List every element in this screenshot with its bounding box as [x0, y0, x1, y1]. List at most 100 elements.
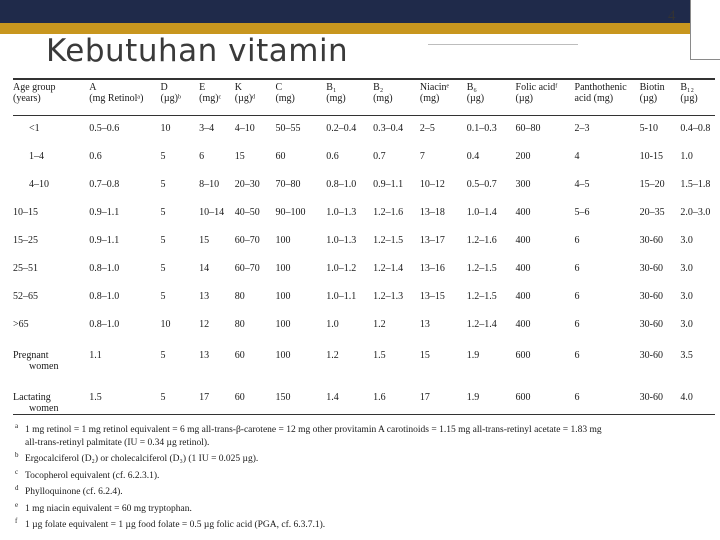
- cell-value: 1.6: [373, 392, 386, 403]
- column-header: C (mg): [275, 82, 326, 114]
- cell-value: 0.6: [326, 151, 339, 162]
- footnote-text: 1 mg retinol = 1 mg retinol equivalent =…: [25, 425, 602, 436]
- cell-value: 1.0–1.3: [326, 235, 357, 246]
- column-header-name: Age group: [13, 82, 56, 93]
- table-cell: 7: [420, 142, 467, 170]
- table-cell: 6: [575, 226, 640, 254]
- table-cell: 0.5–0.7: [467, 170, 516, 198]
- column-header-name: B₆: [466, 82, 477, 93]
- cell-value: 1.2–1.4: [466, 319, 497, 330]
- cell-value: 100: [275, 263, 291, 274]
- cell-value: 1.2: [326, 350, 339, 361]
- cell-value: 90–100: [275, 207, 306, 218]
- cell-value: 0.8–1.0: [89, 291, 120, 302]
- cell-value: 1.0: [680, 151, 693, 162]
- cell-value: 2.0–3.0: [680, 207, 711, 218]
- footnote: d Phylloquinone (cf. 6.2.4).: [15, 482, 715, 499]
- table-cell: 30-60: [640, 254, 681, 282]
- table-cell: 60–80: [516, 114, 575, 142]
- table-cell: 30-60: [640, 380, 681, 422]
- table-cell: 1.9: [467, 338, 516, 380]
- cell-value: 20–35: [639, 207, 665, 218]
- cell-value: 13–17: [419, 235, 445, 246]
- footnote-text: 1 mg niacin equivalent = 60 mg tryptopha…: [25, 503, 192, 514]
- cell-value: 13–15: [419, 291, 445, 302]
- table-cell: 1.1: [89, 338, 160, 380]
- table-cell: 1.0: [326, 310, 373, 338]
- cell-value: 10: [160, 123, 171, 134]
- table-cell: 13: [420, 310, 467, 338]
- table-cell: 5: [161, 282, 200, 310]
- table-cell: 0.9–1.1: [89, 226, 160, 254]
- cell-value: >65: [13, 319, 29, 330]
- table-cell: 1.2–1.4: [373, 254, 420, 282]
- table-row: >65 0.8–1.0 10 12 80 100 1.0 1.2 13 1.2–1.4 400 6 30…: [13, 310, 715, 338]
- age-group-cell: 52–65: [13, 282, 89, 310]
- cell-value: 0.5–0.7: [466, 179, 497, 190]
- cell-value: 8–10: [199, 179, 220, 190]
- table-row: 25–51 0.8–1.0 5 14 60–70 100 1.0–1.2 1.2–1.4 13–…: [13, 254, 715, 282]
- cell-value: 1.2–1.6: [373, 207, 404, 218]
- column-header-unit: (mg Retinolᵃ): [89, 93, 144, 104]
- table-cell: 1.0–1.3: [326, 226, 373, 254]
- cell-value: 1.2: [373, 319, 386, 330]
- cell-value: 2–3: [574, 123, 590, 134]
- cell-value: 1.1: [89, 350, 102, 361]
- cell-value: 0.1–0.3: [466, 123, 497, 134]
- table-cell: 4–10: [235, 114, 276, 142]
- cell-value: 80: [234, 291, 245, 302]
- cell-value: 17: [419, 392, 430, 403]
- column-header: Niacinᵉ (mg): [420, 82, 467, 114]
- column-header-name: C: [275, 82, 283, 93]
- column-header-name: A: [89, 82, 97, 93]
- table-cell: 0.2–0.4: [326, 114, 373, 142]
- cell-value: 5: [160, 235, 166, 246]
- table-cell: 0.5–0.6: [89, 114, 160, 142]
- table-header: Age group (years) A (mg Retinolᵃ) D (µg)ᵇ E (mg…: [13, 82, 715, 114]
- cell-value: 300: [515, 179, 531, 190]
- table-cell: 1.2–1.6: [373, 198, 420, 226]
- cell-value: 6: [574, 392, 580, 403]
- table-cell: 10–14: [199, 198, 235, 226]
- header-navy-bar: [0, 0, 720, 23]
- age-group-cell: 4–10: [13, 170, 89, 198]
- table-cell: 4.0: [680, 380, 715, 422]
- cell-value: 5-10: [639, 123, 658, 134]
- cell-value: 1.0–1.4: [466, 207, 497, 218]
- cell-value: 400: [515, 291, 531, 302]
- table-cell: 13–16: [420, 254, 467, 282]
- title-underline: [428, 44, 578, 45]
- column-header-name: Biotin: [639, 82, 665, 93]
- column-header-unit: (µg): [515, 93, 533, 104]
- table-cell: 6: [575, 380, 640, 422]
- table-cell: 400: [516, 282, 575, 310]
- table-cell: 8–10: [199, 170, 235, 198]
- table-cell: 400: [516, 254, 575, 282]
- cell-value: 60: [234, 350, 245, 361]
- table-cell: 0.6: [89, 142, 160, 170]
- table-cell: 100: [275, 254, 326, 282]
- cell-value: 40–50: [234, 207, 260, 218]
- cell-value: 400: [515, 235, 531, 246]
- footnote-mark: d: [15, 484, 19, 493]
- table-cell: 0.8–1.0: [89, 254, 160, 282]
- table-cell: 400: [516, 310, 575, 338]
- cell-value: 1.2–1.6: [466, 235, 497, 246]
- cell-value: 10-15: [639, 151, 663, 162]
- table-cell: 0.4–0.8: [680, 114, 715, 142]
- table-cell: 13–17: [420, 226, 467, 254]
- column-header-name: Panthothenic: [574, 82, 627, 93]
- cell-value: 6: [199, 151, 205, 162]
- age-group-cell: 25–51: [13, 254, 89, 282]
- table-cell: 4–5: [575, 170, 640, 198]
- cell-value: 1.2–1.3: [373, 291, 404, 302]
- table-cell: 3.5: [680, 338, 715, 380]
- table-cell: 0.9–1.1: [373, 170, 420, 198]
- column-header-unit: (mg)ᶜ: [199, 93, 222, 104]
- cell-value: 30-60: [639, 392, 663, 403]
- table-cell: 100: [275, 226, 326, 254]
- cell-value: 1.0–1.2: [326, 263, 357, 274]
- table-cell: 1.2–1.3: [373, 282, 420, 310]
- cell-value: 13: [199, 291, 210, 302]
- table-cell: 13: [199, 282, 235, 310]
